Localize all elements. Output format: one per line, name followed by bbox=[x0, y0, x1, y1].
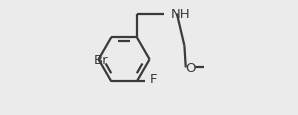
Text: Br: Br bbox=[94, 53, 108, 66]
Text: O: O bbox=[185, 61, 196, 74]
Text: F: F bbox=[150, 72, 157, 85]
Text: NH: NH bbox=[170, 8, 190, 21]
